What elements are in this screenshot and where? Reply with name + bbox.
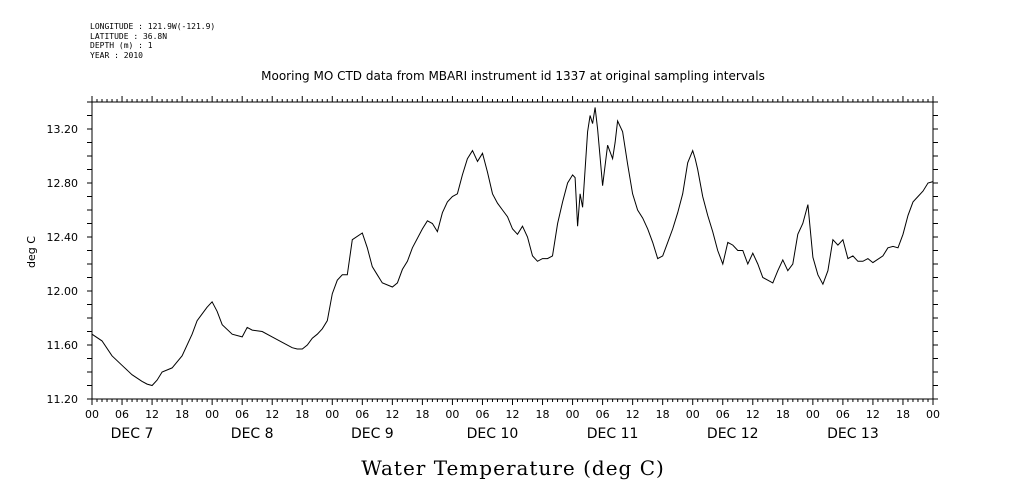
x-tick-label: 06 (475, 408, 489, 421)
x-tick-label: 00 (806, 408, 820, 421)
x-tick-label: 00 (686, 408, 700, 421)
x-tick-label: 06 (716, 408, 730, 421)
chart-title: Mooring MO CTD data from MBARI instrumen… (261, 69, 765, 83)
y-axis-label: deg C (25, 236, 38, 268)
x-tick-label: 00 (205, 408, 219, 421)
day-labels: DEC 7 DEC 8 DEC 9 DEC 10 DEC 11 DEC 12 DEC 13 (111, 426, 879, 442)
day-label: DEC 11 (587, 426, 639, 442)
day-label: DEC 13 (827, 426, 879, 442)
y-tick-label: 12.00 (47, 285, 79, 298)
x-tick-label: 18 (175, 408, 189, 421)
y-tick-label: 11.20 (47, 393, 79, 406)
y-tick-labels: 11.20 11.60 12.00 12.40 12.80 13.20 (47, 123, 79, 406)
x-tick-label: 06 (115, 408, 129, 421)
day-label: DEC 9 (351, 426, 394, 442)
depth-label: DEPTH (m) : 1 (90, 41, 153, 50)
x-tick-label: 12 (746, 408, 760, 421)
x-tick-label: 12 (866, 408, 880, 421)
longitude-label: LONGITUDE : 121.9W(-121.9) (90, 22, 216, 31)
x-tick-label: 18 (415, 408, 429, 421)
y-tick-label: 12.40 (47, 231, 79, 244)
x-tick-label: 12 (626, 408, 640, 421)
x-tick-label: 12 (265, 408, 279, 421)
x-tick-label: 06 (596, 408, 610, 421)
x-tick-label: 18 (896, 408, 910, 421)
x-tick-label: 12 (506, 408, 520, 421)
y-tick-label: 11.60 (47, 339, 79, 352)
x-tick-label: 06 (235, 408, 249, 421)
y-tick-label: 12.80 (47, 177, 79, 190)
x-tick-labels: 00 06 12 18 00 06 12 18 00 06 12 18 00 06 12 18 00 06 12 18… (85, 408, 940, 421)
x-tick-label: 06 (836, 408, 850, 421)
x-tick-label: 00 (445, 408, 459, 421)
series-line-water-temperature (91, 107, 934, 387)
x-tick-label: 12 (385, 408, 399, 421)
latitude-label: LATITUDE : 36.8N (90, 31, 168, 41)
x-tick-label: 00 (926, 408, 940, 421)
x-tick-label: 00 (325, 408, 339, 421)
x-tick-label: 00 (566, 408, 580, 421)
year-label: YEAR : 2010 (90, 50, 143, 60)
metadata-block: LONGITUDE : 121.9W(-121.9) LATITUDE : 36… (90, 22, 215, 60)
x-tick-label: 12 (145, 408, 159, 421)
x-tick-label: 06 (355, 408, 369, 421)
x-tick-label: 18 (536, 408, 550, 421)
day-label: DEC 7 (111, 426, 154, 442)
x-tick-label: 18 (295, 408, 309, 421)
x-tick-label: 00 (85, 408, 99, 421)
day-label: DEC 8 (231, 426, 274, 442)
axis-ticks (87, 96, 938, 405)
plot-frame (91, 101, 934, 400)
day-label: DEC 12 (707, 426, 759, 442)
x-axis-label: Water Temperature (deg C) (361, 456, 665, 480)
x-tick-label: 18 (776, 408, 790, 421)
x-tick-label: 18 (656, 408, 670, 421)
day-label: DEC 10 (467, 426, 519, 442)
y-tick-label: 13.20 (47, 123, 79, 136)
